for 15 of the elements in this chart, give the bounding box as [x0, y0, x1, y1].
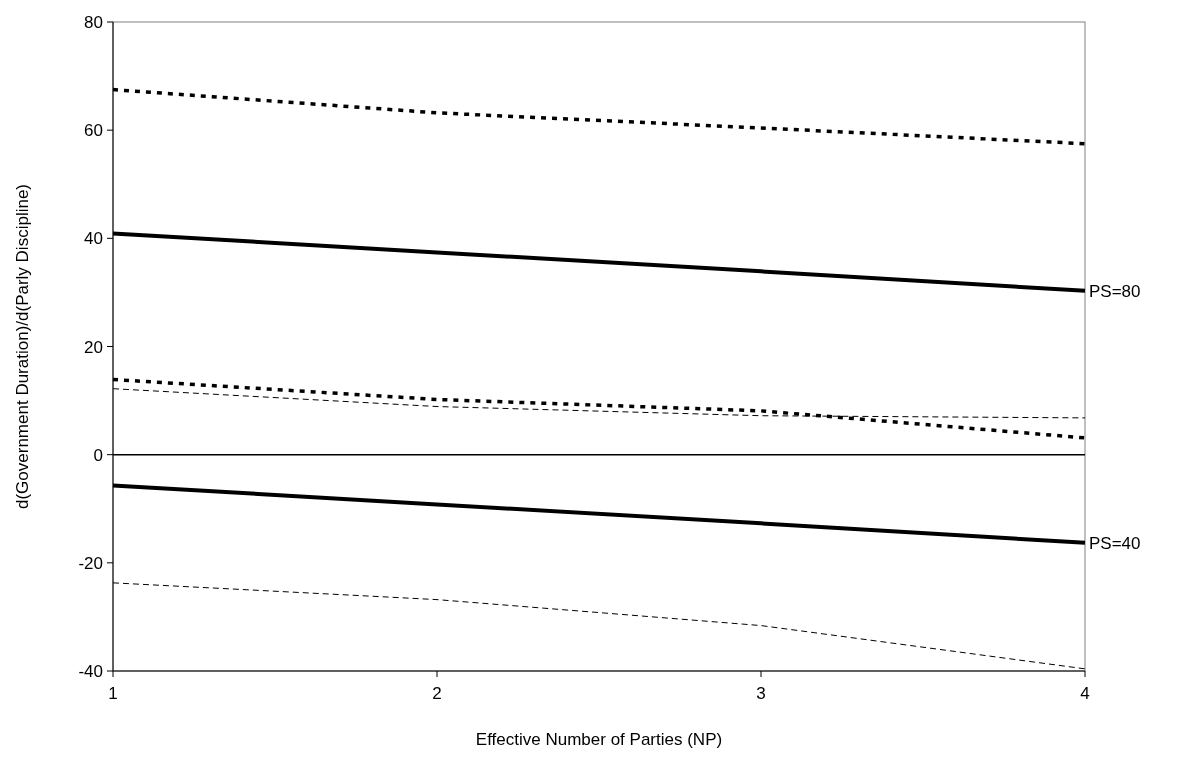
y-tick-label: 60	[84, 121, 103, 141]
y-tick-label: -40	[78, 662, 103, 681]
y-axis-title: d(Government Duration)/d(Parly Discipline)	[13, 183, 32, 510]
y-tick-label: -20	[78, 553, 103, 573]
x-tick-label: 4	[1080, 684, 1090, 703]
x-tick-label: 3	[756, 684, 766, 703]
x-axis-title: Effective Number of Parties (NP)	[475, 730, 723, 749]
y-tick-label: 40	[84, 229, 103, 249]
y-tick-label: 80	[84, 13, 103, 32]
y-tick-label: 20	[84, 337, 103, 357]
x-tick-label: 2	[432, 684, 442, 703]
series-label: PS=40	[1089, 533, 1141, 553]
x-tick-label: 1	[108, 684, 118, 703]
series-label: PS=80	[1089, 281, 1141, 301]
y-tick-label: 0	[93, 445, 103, 465]
